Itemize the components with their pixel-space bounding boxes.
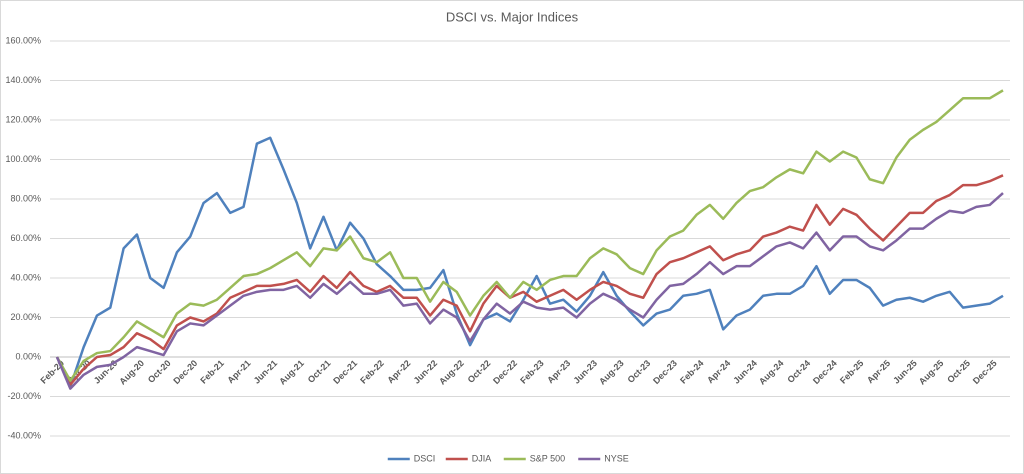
- y-tick-label: 60.00%: [10, 233, 41, 243]
- y-tick-label: 120.00%: [5, 114, 41, 124]
- y-tick-label: 40.00%: [10, 272, 41, 282]
- legend-label: NYSE: [604, 453, 629, 463]
- y-tick-label: -40.00%: [7, 430, 41, 440]
- y-tick-label: -20.00%: [7, 391, 41, 401]
- y-tick-label: 100.00%: [5, 154, 41, 164]
- series-line: [55, 174, 1004, 386]
- legend-label: DJIA: [472, 453, 492, 463]
- legend-label: DSCI: [414, 453, 436, 463]
- y-tick-label: 140.00%: [5, 75, 41, 85]
- y-tick-label: 0.00%: [15, 351, 41, 361]
- y-tick-label: 20.00%: [10, 312, 41, 322]
- y-tick-label: 80.00%: [10, 193, 41, 203]
- series-line: [55, 89, 1004, 382]
- y-tick-label: 160.00%: [5, 35, 41, 45]
- chart-title: DSCI vs. Major Indices: [446, 9, 579, 24]
- legend-label: S&P 500: [530, 453, 565, 463]
- series-line: [55, 192, 1004, 390]
- series-line: [55, 136, 1004, 388]
